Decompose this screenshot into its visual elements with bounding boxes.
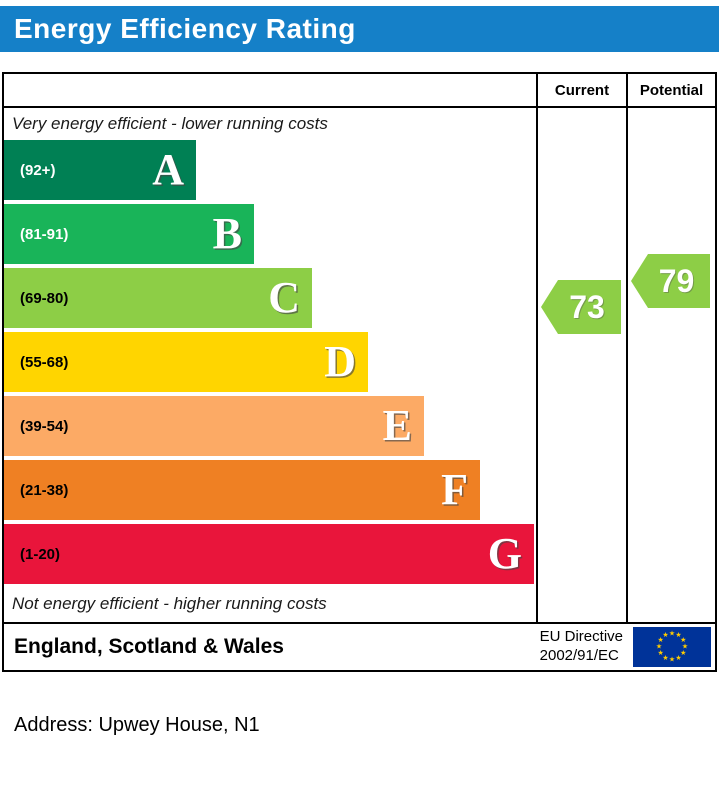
band-d-range: (55-68) [20,353,69,371]
chart-body: Very energy efficient - lower running co… [4,108,715,622]
header-spacer [4,74,536,106]
eu-flag-icon: ★ ★★★★★★★★★★★ [633,627,711,667]
band-f-range: (21-38) [20,481,69,499]
svg-text:★: ★ [682,643,688,651]
top-note: Very energy efficient - lower running co… [12,114,328,133]
band-c-letter: C [268,273,300,322]
current-score-tag: 73 [541,280,621,334]
band-c: (69-80) C [4,268,312,328]
band-g-letter: G [487,529,522,578]
svg-text:★: ★ [669,630,675,638]
current-score-value: 73 [569,288,605,325]
address-line: Address: Upwey House, N1 [14,714,260,736]
bottom-note: Not energy efficient - higher running co… [12,594,327,613]
band-d-letter: D [324,337,356,386]
eu-directive-label: EU Directive 2002/91/EC [540,628,623,666]
band-g-range: (1-20) [20,545,61,563]
potential-score-column: 79 [626,108,715,622]
band-a-letter: A [152,145,184,194]
band-e: (39-54) E [4,396,424,456]
svg-text:★: ★ [658,636,664,644]
svg-text:★: ★ [662,631,668,639]
band-g: (1-20) G [4,524,534,584]
eu-directive-line1: EU Directive [539,628,623,646]
svg-text:★: ★ [675,631,681,639]
potential-column-header: Potential [626,74,715,106]
band-d: (55-68) D [4,332,368,392]
epc-chart: Current Potential Very energy efficient … [2,72,717,672]
svg-text:★: ★ [658,649,664,657]
svg-text:★: ★ [662,654,668,662]
current-score-column: 73 [536,108,626,622]
potential-score-value: 79 [658,262,695,299]
band-a: (92+) A [4,140,196,200]
chart-footer: England, Scotland & Wales EU Directive 2… [4,622,715,670]
current-column-header: Current [536,74,626,106]
band-f: (21-38) F [4,460,480,520]
svg-text:★: ★ [675,654,681,662]
region-label: England, Scotland & Wales [14,635,284,658]
band-a-range: (92+) [20,161,56,179]
band-e-range: (39-54) [20,417,69,435]
svg-text:★: ★ [669,656,675,664]
column-header-row: Current Potential [4,74,715,108]
bands-area: Very energy efficient - lower running co… [4,108,536,622]
svg-text:★: ★ [680,636,686,644]
potential-score-tag: 79 [631,254,710,308]
page-title: Energy Efficiency Rating [14,13,356,44]
band-e-letter: E [382,401,412,450]
band-b: (81-91) B [4,204,254,264]
svg-text:★: ★ [680,649,686,657]
band-f-letter: F [441,465,468,514]
eu-directive-line2: 2002/91/EC [539,647,619,664]
band-c-range: (69-80) [20,289,69,307]
svg-text:★: ★ [656,643,662,651]
band-b-letter: B [212,209,242,258]
title-bar: Energy Efficiency Rating [0,6,719,52]
band-b-range: (81-91) [20,225,69,243]
